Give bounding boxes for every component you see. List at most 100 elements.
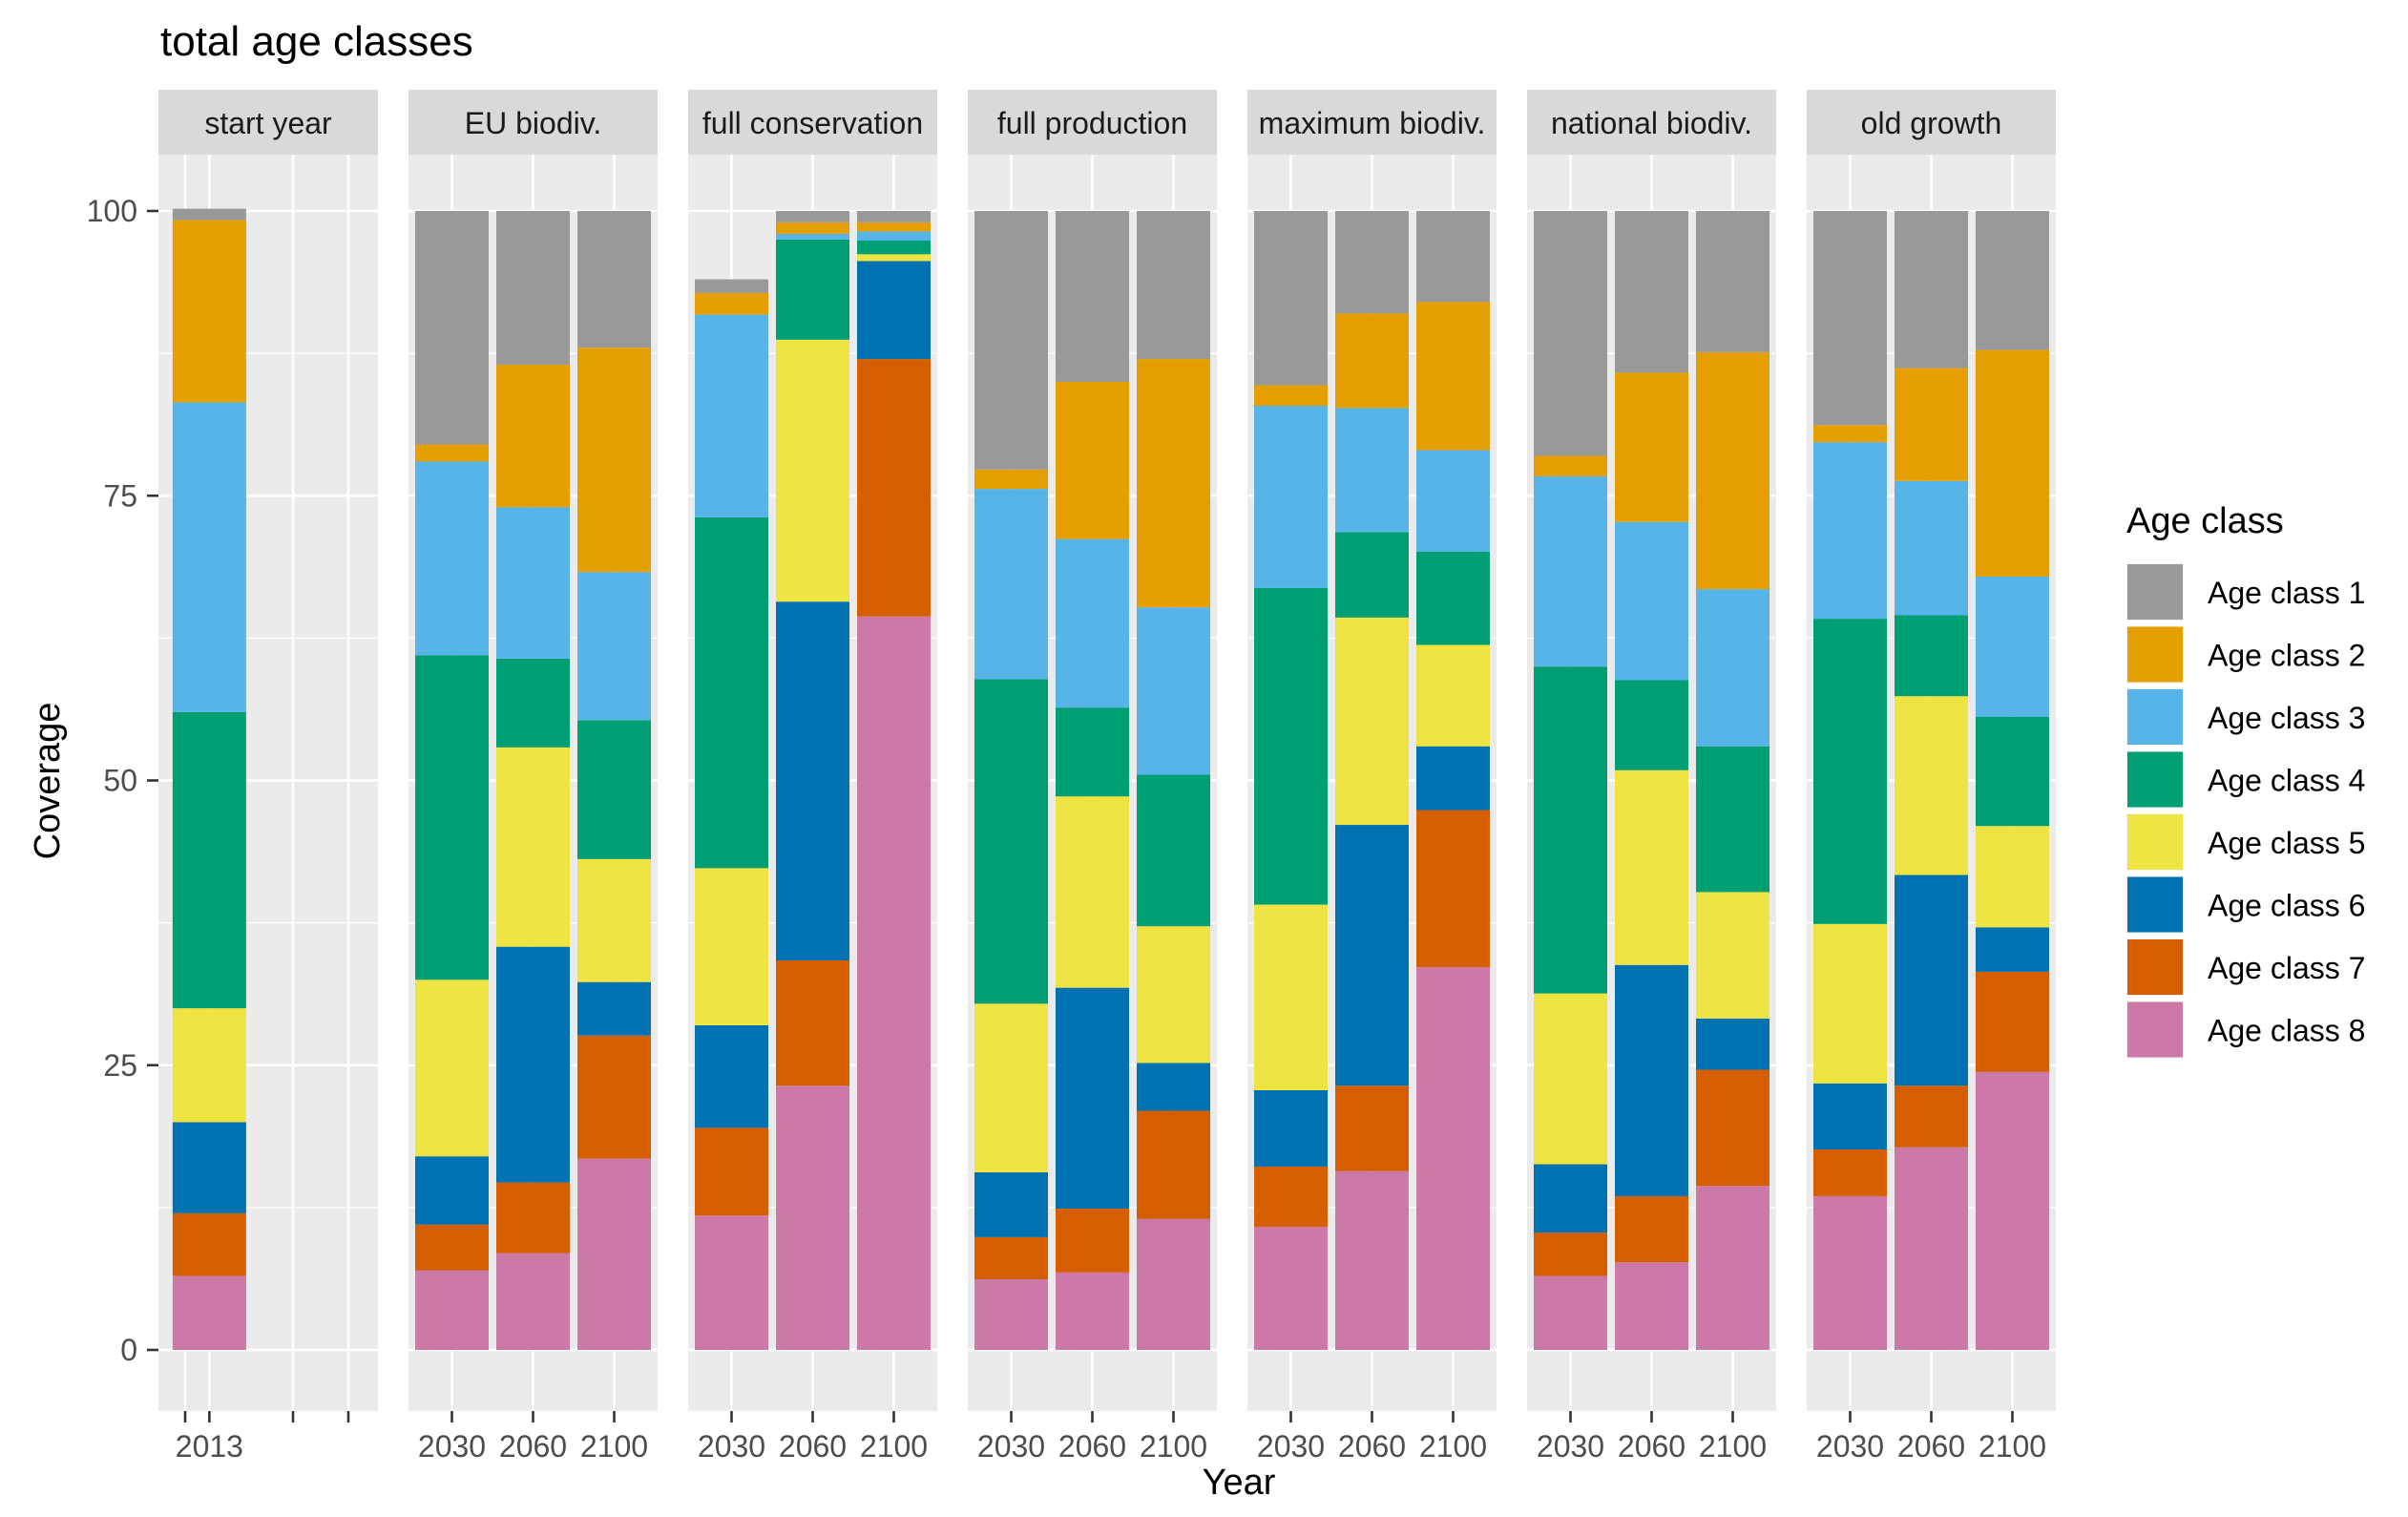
bar-stack-start-year-2013 bbox=[172, 208, 246, 1350]
bar-segment-age-class-8 bbox=[1813, 1195, 1887, 1350]
y-tick-label: 50 bbox=[103, 764, 137, 798]
y-axis: 0 25 50 75 100 bbox=[87, 194, 158, 1367]
legend-swatch bbox=[2127, 814, 2183, 870]
legend-swatch bbox=[2127, 939, 2183, 995]
bar-stack-old-growth-2060 bbox=[1895, 211, 1968, 1350]
bar-segment-age-class-8 bbox=[1416, 967, 1490, 1350]
bar-segment-age-class-2 bbox=[577, 348, 651, 573]
legend-swatch bbox=[2127, 564, 2183, 620]
bar-segment-age-class-4 bbox=[1137, 774, 1210, 927]
bar-segment-age-class-7 bbox=[1335, 1085, 1409, 1171]
bar-segment-age-class-4 bbox=[695, 516, 768, 869]
bar-stack-national-biodiv-2030 bbox=[1534, 211, 1607, 1350]
legend-item-age-class-1: Age class 1 bbox=[2126, 563, 2365, 621]
bar-segment-age-class-4 bbox=[1813, 619, 1887, 924]
x-axis-label: Year bbox=[1203, 1463, 1276, 1503]
bar-segment-age-class-7 bbox=[172, 1212, 246, 1276]
bar-segment-age-class-3 bbox=[1976, 576, 2049, 717]
bar-segment-age-class-7 bbox=[496, 1182, 570, 1254]
bar-segment-age-class-5 bbox=[1895, 696, 1968, 875]
bar-segment-age-class-3 bbox=[1895, 480, 1968, 616]
legend-swatch bbox=[2127, 876, 2183, 933]
facet-strip bbox=[1807, 90, 2056, 155]
bar-segment-age-class-2 bbox=[172, 220, 246, 403]
facet-strip bbox=[968, 90, 1217, 155]
bar-segment-age-class-8 bbox=[577, 1158, 651, 1350]
facet-strip bbox=[1527, 90, 1776, 155]
bar-segment-age-class-2 bbox=[1976, 349, 2049, 577]
bar-segment-age-class-6 bbox=[1696, 1018, 1769, 1070]
bar-segment-age-class-4 bbox=[415, 655, 489, 980]
bar-segment-age-class-6 bbox=[1137, 1063, 1210, 1111]
legend-label: Age class 7 bbox=[2208, 951, 2365, 985]
bar-segment-age-class-7 bbox=[1813, 1149, 1887, 1196]
panel-old-growth: old growth 2030 2060 2100 bbox=[1807, 90, 2056, 1464]
x-tick-label: 2100 bbox=[1699, 1429, 1767, 1464]
panel-full-conservation: full conservation 2030 2060 2100 bbox=[688, 90, 937, 1464]
facet-label: full conservation bbox=[702, 106, 923, 140]
bar-stack-maximum-biodiv-2100 bbox=[1416, 211, 1490, 1350]
bar-segment-age-class-6 bbox=[1335, 825, 1409, 1086]
bar-segment-age-class-3 bbox=[695, 314, 768, 517]
y-tick-label: 75 bbox=[103, 478, 137, 513]
bar-segment-age-class-4 bbox=[776, 239, 849, 340]
facet-label: old growth bbox=[1861, 106, 2002, 140]
bar-segment-age-class-8 bbox=[857, 616, 931, 1350]
bar-segment-age-class-1 bbox=[1696, 211, 1769, 352]
legend-swatch bbox=[2127, 751, 2183, 808]
bar-segment-age-class-5 bbox=[1335, 617, 1409, 826]
facet-label: EU biodiv. bbox=[465, 106, 601, 140]
bar-segment-age-class-8 bbox=[974, 1279, 1048, 1350]
bar-segment-age-class-3 bbox=[776, 233, 849, 240]
bar-segment-age-class-2 bbox=[1534, 455, 1607, 476]
x-tick-label: 2060 bbox=[779, 1429, 847, 1464]
bar-segment-age-class-8 bbox=[1696, 1186, 1769, 1350]
bar-stack-maximum-biodiv-2030 bbox=[1254, 211, 1328, 1350]
bar-segment-age-class-6 bbox=[1254, 1089, 1328, 1167]
bar-segment-age-class-6 bbox=[1615, 964, 1688, 1196]
bar-segment-age-class-2 bbox=[1615, 372, 1688, 522]
bar-segment-age-class-5 bbox=[974, 1003, 1048, 1172]
facet-label: maximum biodiv. bbox=[1259, 106, 1486, 140]
x-tick-label: 2030 bbox=[1537, 1429, 1604, 1464]
x-tick-label: 2100 bbox=[1979, 1429, 2046, 1464]
bar-segment-age-class-5 bbox=[1137, 926, 1210, 1064]
x-tick-label: 2030 bbox=[1816, 1429, 1884, 1464]
legend: Age class Age class 1 Age class 2 Age clas… bbox=[2126, 501, 2365, 1059]
bar-segment-age-class-3 bbox=[1813, 442, 1887, 620]
legend-label: Age class 3 bbox=[2208, 701, 2365, 735]
bar-segment-age-class-1 bbox=[695, 279, 768, 293]
bar-segment-age-class-8 bbox=[776, 1085, 849, 1350]
legend-item-age-class-2: Age class 2 bbox=[2126, 625, 2365, 684]
bar-segment-age-class-8 bbox=[1615, 1262, 1688, 1350]
bar-segment-age-class-6 bbox=[496, 946, 570, 1183]
bar-segment-age-class-6 bbox=[415, 1156, 489, 1225]
x-tick-label: 2013 bbox=[176, 1429, 243, 1464]
legend-title: Age class bbox=[2126, 501, 2284, 541]
bar-segment-age-class-3 bbox=[1416, 450, 1490, 552]
bar-segment-age-class-7 bbox=[857, 359, 931, 617]
bar-segment-age-class-5 bbox=[1696, 892, 1769, 1019]
bar-segment-age-class-7 bbox=[695, 1127, 768, 1216]
bar-segment-age-class-5 bbox=[1056, 796, 1129, 988]
bar-segment-age-class-2 bbox=[1056, 381, 1129, 539]
bar-segment-age-class-2 bbox=[1254, 385, 1328, 407]
bar-stack-old-growth-2030 bbox=[1813, 211, 1887, 1350]
bar-segment-age-class-2 bbox=[857, 221, 931, 232]
bar-segment-age-class-6 bbox=[577, 981, 651, 1036]
bar-segment-age-class-6 bbox=[776, 601, 849, 960]
bar-segment-age-class-2 bbox=[1137, 359, 1210, 608]
bar-segment-age-class-2 bbox=[1416, 302, 1490, 451]
bar-segment-age-class-3 bbox=[172, 402, 246, 712]
facet-strip bbox=[1247, 90, 1497, 155]
bar-segment-age-class-2 bbox=[1335, 313, 1409, 409]
legend-item-age-class-4: Age class 4 bbox=[2126, 750, 2365, 809]
bar-segment-age-class-3 bbox=[577, 572, 651, 721]
bar-stack-national-biodiv-2060 bbox=[1615, 211, 1688, 1350]
bar-segment-age-class-1 bbox=[974, 211, 1048, 470]
bar-segment-age-class-1 bbox=[1534, 211, 1607, 456]
bar-segment-age-class-1 bbox=[776, 211, 849, 222]
facet-label: full production bbox=[997, 106, 1187, 140]
bar-segment-age-class-3 bbox=[1615, 521, 1688, 681]
bar-segment-age-class-5 bbox=[172, 1008, 246, 1123]
